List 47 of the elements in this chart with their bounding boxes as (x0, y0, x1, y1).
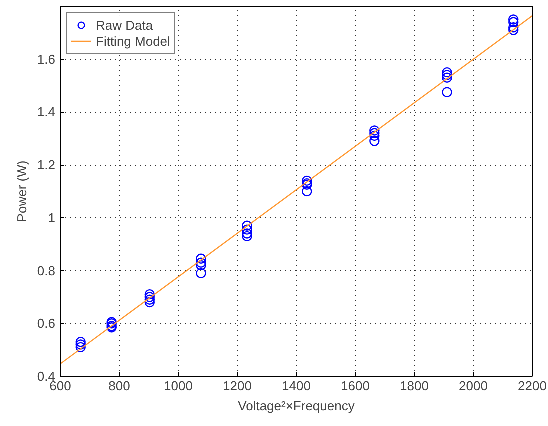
y-tick-label: 1.2 (37, 158, 56, 173)
y-tick-label: 0.6 (37, 316, 56, 332)
x-tick-label: 800 (108, 378, 130, 394)
point (508, 14, 519, 25)
point (144, 289, 155, 300)
point (442, 87, 452, 98)
point (242, 231, 252, 242)
x-tick-label: 1600 (341, 378, 370, 394)
point (242, 220, 252, 231)
point (76, 337, 86, 348)
point (144, 297, 155, 308)
point (508, 17, 519, 28)
legend-label: Raw Data (96, 17, 154, 33)
point (370, 128, 380, 138)
point (508, 22, 519, 33)
point (370, 126, 380, 136)
point (144, 292, 155, 302)
point (196, 258, 206, 268)
point (144, 294, 155, 305)
point (302, 176, 312, 186)
point (508, 25, 519, 36)
x-tick-label: 1400 (282, 378, 311, 394)
point (370, 130, 380, 142)
point (242, 228, 252, 239)
x-tick-label: 2000 (459, 378, 488, 394)
x-axis-title: Voltage²×Frequency (238, 398, 356, 414)
y-tick-label: 1 (48, 210, 56, 226)
point (196, 254, 206, 264)
point (302, 186, 312, 197)
point (76, 340, 86, 350)
y-tick-label: 0.8 (37, 263, 56, 278)
x-tick-label: 1000 (164, 378, 193, 394)
legend-label: Fitting Model (96, 33, 170, 49)
y-axis-title: Power (W) (14, 160, 30, 222)
point (196, 268, 206, 279)
point (196, 260, 206, 271)
point (370, 136, 380, 146)
x-tick-label: 2200 (518, 378, 547, 394)
point (442, 70, 452, 80)
point (442, 67, 452, 78)
y-tick-label: 1.6 (37, 52, 56, 67)
y-tick-label: 1.4 (37, 104, 56, 120)
point (242, 224, 252, 235)
x-tick-label: 1200 (223, 378, 252, 394)
point (76, 342, 86, 353)
point (442, 72, 452, 83)
x-tick-label: 1800 (400, 378, 429, 394)
